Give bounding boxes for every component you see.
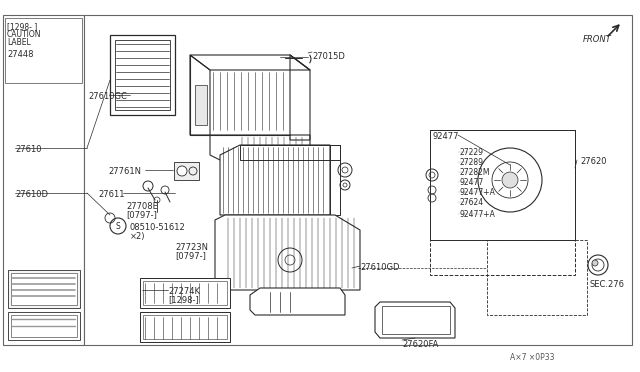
Text: ×2): ×2) [130, 232, 145, 241]
Bar [84, 15, 632, 345]
Bar [115, 40, 170, 110]
Text: 27282M: 27282M [460, 168, 490, 177]
Text: 92477: 92477 [433, 132, 460, 141]
Bar [430, 130, 575, 240]
Bar [8, 270, 80, 308]
Text: 27620: 27620 [580, 157, 607, 166]
Text: 27610: 27610 [15, 145, 42, 154]
Text: 27229: 27229 [460, 148, 484, 157]
Bar [430, 130, 575, 275]
Text: 27448: 27448 [7, 50, 33, 59]
Bar [382, 306, 450, 334]
Bar [5, 18, 82, 83]
Circle shape [110, 218, 126, 234]
Text: 27274K: 27274K [168, 287, 200, 296]
Bar [110, 35, 175, 115]
Circle shape [588, 255, 608, 275]
Text: 92477+A: 92477+A [460, 188, 496, 197]
Text: 27761N: 27761N [108, 167, 141, 176]
Text: 27610D: 27610D [15, 190, 48, 199]
Text: 27620FA: 27620FA [402, 340, 438, 349]
Text: 92477+A: 92477+A [460, 210, 496, 219]
Polygon shape [250, 288, 345, 315]
Text: 27289: 27289 [460, 158, 484, 167]
Text: 27610GD: 27610GD [360, 263, 399, 272]
Circle shape [592, 260, 598, 266]
Text: A×7 ×0P33: A×7 ×0P33 [510, 353, 554, 362]
Text: 27610GC: 27610GC [88, 92, 127, 101]
Bar [3, 15, 84, 345]
Circle shape [177, 166, 187, 176]
Text: 27723N: 27723N [175, 243, 208, 252]
Text: SEC.276: SEC.276 [590, 280, 625, 289]
Bar [140, 278, 230, 308]
Bar [143, 315, 227, 339]
Polygon shape [220, 145, 330, 215]
Text: [1298-]: [1298-] [168, 295, 199, 304]
Bar [487, 240, 587, 315]
Bar [140, 312, 230, 342]
Bar [11, 273, 77, 305]
Text: [1298- ]: [1298- ] [7, 22, 37, 31]
Bar [195, 85, 207, 125]
Text: [0797-]: [0797-] [126, 210, 157, 219]
Bar [143, 281, 227, 305]
Bar [174, 162, 199, 180]
Text: 27708E: 27708E [126, 202, 158, 211]
Text: FRONT: FRONT [583, 35, 612, 44]
Text: CAUTION: CAUTION [7, 30, 42, 39]
Text: 08510-51612: 08510-51612 [130, 223, 186, 232]
Text: LABEL: LABEL [7, 38, 31, 47]
Text: 27611: 27611 [98, 190, 125, 199]
Bar [8, 312, 80, 340]
Text: S: S [116, 221, 120, 231]
Polygon shape [215, 215, 360, 290]
Text: 27624: 27624 [460, 198, 484, 207]
Text: 92477: 92477 [460, 178, 484, 187]
Text: [0797-]: [0797-] [175, 251, 206, 260]
Bar [11, 315, 77, 337]
Circle shape [502, 172, 518, 188]
Text: 27015D: 27015D [312, 52, 345, 61]
